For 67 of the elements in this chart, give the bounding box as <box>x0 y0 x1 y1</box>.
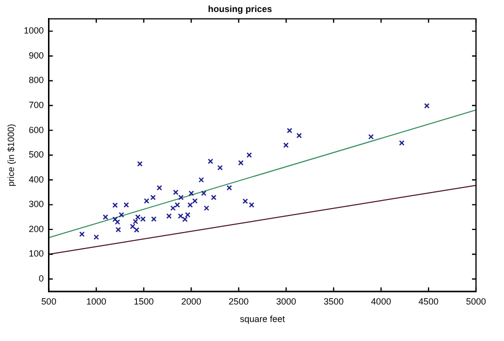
point <box>208 158 214 164</box>
point <box>166 213 172 219</box>
point <box>399 140 404 146</box>
point <box>187 202 193 208</box>
point <box>174 202 180 208</box>
y-tick-label: 500 <box>28 150 44 160</box>
point <box>137 161 143 166</box>
point <box>204 205 210 211</box>
x-tick-label: 1000 <box>86 296 106 306</box>
point <box>124 202 130 208</box>
point <box>112 202 118 208</box>
point <box>79 231 85 237</box>
point <box>188 190 194 196</box>
x-tick-label: 4500 <box>418 296 439 306</box>
point <box>114 219 120 225</box>
y-tick-label: 700 <box>28 100 44 110</box>
y-tick-label: 900 <box>28 50 44 60</box>
point <box>283 142 289 148</box>
y-tick-label: 1000 <box>24 26 44 36</box>
point <box>116 226 122 232</box>
point <box>246 152 252 158</box>
point <box>170 205 176 211</box>
point <box>217 165 223 170</box>
y-tick-label: 400 <box>28 174 44 184</box>
chart-title: housing prices <box>208 4 272 14</box>
point <box>178 213 184 219</box>
point <box>296 132 302 138</box>
point <box>112 216 118 222</box>
x-tick-label: 3000 <box>276 296 296 306</box>
x-axis-title: square feet <box>240 314 286 324</box>
point <box>134 227 140 233</box>
point <box>198 177 204 183</box>
point <box>94 234 100 240</box>
x-tick-label: 1500 <box>134 296 154 306</box>
point <box>184 212 190 218</box>
point <box>140 216 146 222</box>
point <box>102 214 108 220</box>
point <box>242 198 248 204</box>
point <box>210 194 216 200</box>
point <box>226 185 232 191</box>
y-tick-label: 300 <box>28 199 44 210</box>
y-tick-label: 200 <box>28 224 44 234</box>
x-tick-label: 2000 <box>181 296 202 306</box>
point <box>118 212 124 218</box>
x-tick-label: 2500 <box>228 296 249 306</box>
point <box>156 185 162 191</box>
y-tick-label: 600 <box>28 124 44 135</box>
point <box>424 103 430 109</box>
x-tick-label: 500 <box>41 296 56 306</box>
point <box>151 216 157 222</box>
y-tick-label: 800 <box>28 75 44 86</box>
point <box>173 190 178 195</box>
point <box>248 202 254 208</box>
point <box>368 134 374 140</box>
y-tick-label: 100 <box>28 248 44 259</box>
y-tick-label: 0 <box>38 273 44 284</box>
point <box>286 128 292 134</box>
point <box>201 190 206 196</box>
x-tick-label: 4000 <box>371 296 392 306</box>
y-axis-title: price (in $1000) <box>6 124 16 186</box>
x-tick-label: 5000 <box>466 296 486 306</box>
point <box>150 194 156 200</box>
point <box>238 160 244 166</box>
point <box>144 198 150 204</box>
point <box>192 198 198 204</box>
x-tick-label: 3500 <box>324 296 344 306</box>
point <box>178 194 184 200</box>
